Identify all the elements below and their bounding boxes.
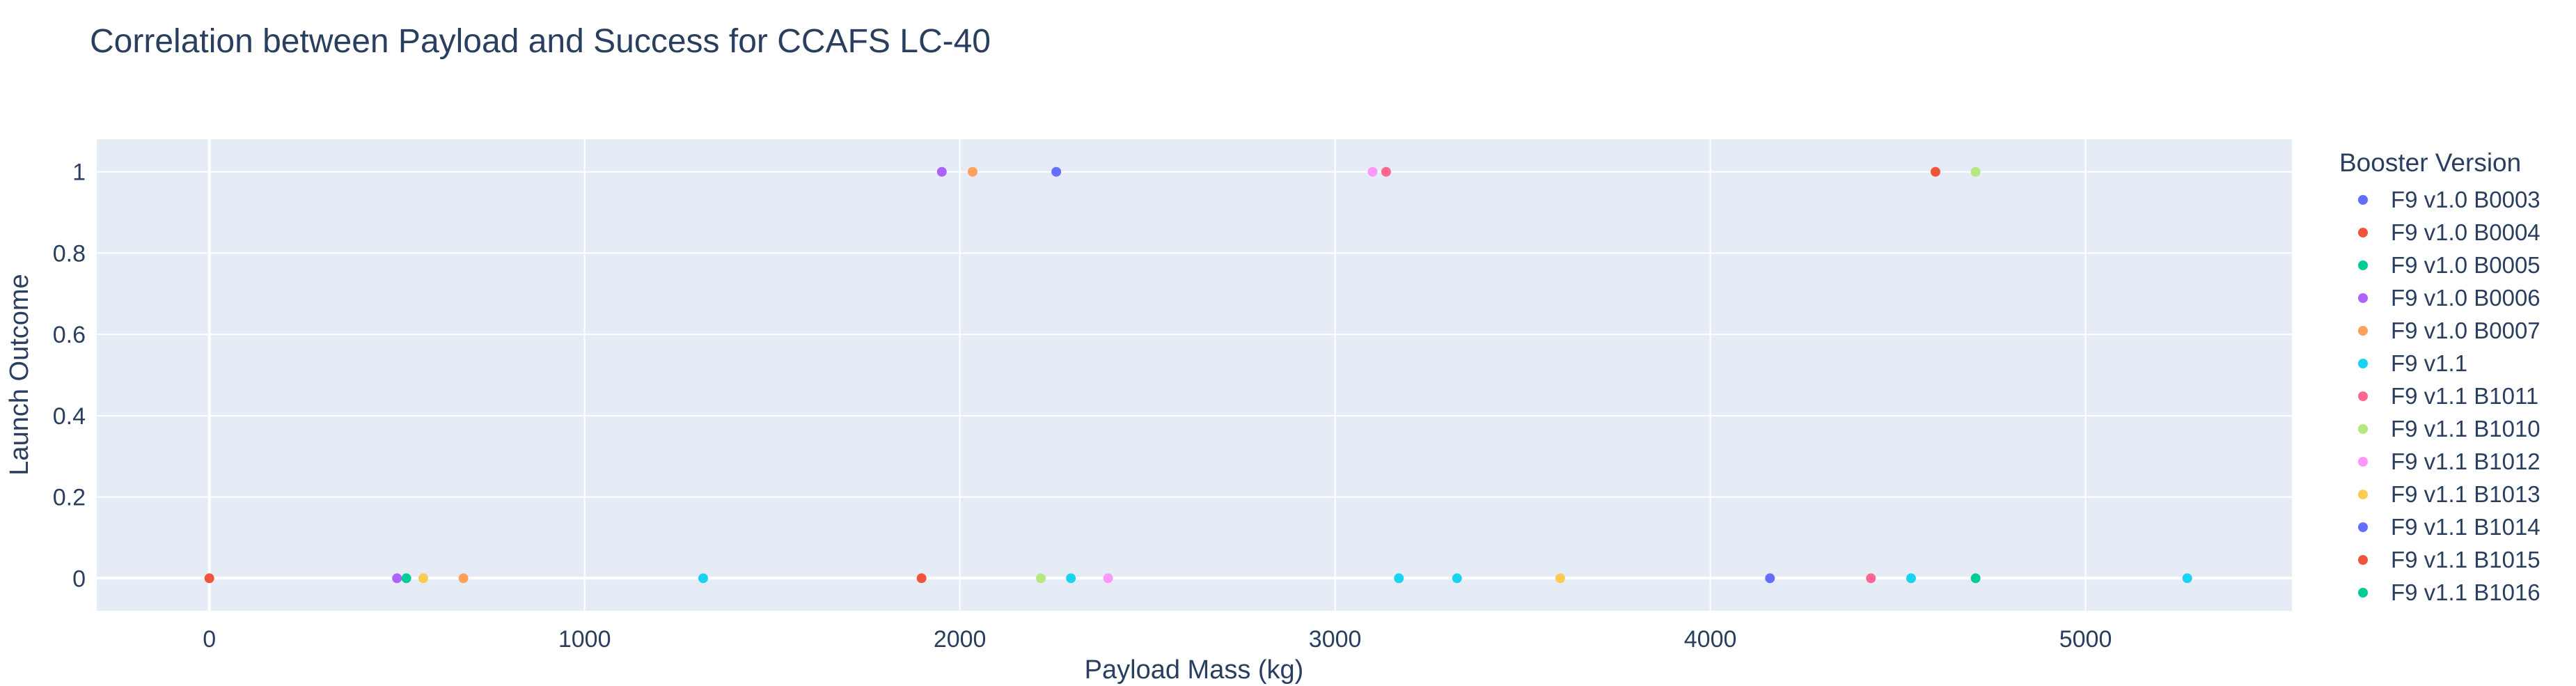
x-tick-label: 3000 [1309, 626, 1362, 653]
legend-marker [2358, 588, 2368, 598]
legend-marker [2358, 555, 2368, 565]
legend-label: F9 v1.1 B1016 [2391, 579, 2540, 605]
legend-label: F9 v1.1 B1010 [2391, 416, 2540, 442]
legend-marker [2358, 260, 2368, 270]
data-point [916, 573, 927, 584]
data-point [418, 573, 428, 584]
legend-marker [2358, 293, 2368, 303]
y-tick-label: 0.8 [53, 240, 86, 267]
data-point [1036, 573, 1046, 584]
x-tick-label: 1000 [558, 626, 611, 653]
data-point [1866, 573, 1876, 584]
legend-label: F9 v1.0 B0004 [2391, 219, 2540, 245]
data-point [458, 573, 469, 584]
y-tick-label: 1 [72, 159, 86, 186]
legend-label: F9 v1.1 [2391, 350, 2467, 376]
y-tick-label: 0.6 [53, 322, 86, 348]
data-point [1103, 573, 1113, 584]
data-points [204, 166, 2192, 584]
gridlines [97, 139, 2292, 611]
y-tick-label: 0 [72, 566, 86, 592]
data-point [1394, 573, 1404, 584]
data-point [1066, 573, 1076, 584]
y-tick-label: 0.2 [53, 485, 86, 511]
plot-area [97, 139, 2292, 611]
data-point [392, 573, 402, 584]
data-point [1381, 166, 1391, 177]
legend-marker [2358, 326, 2368, 336]
x-axis-label: Payload Mass (kg) [1085, 655, 1304, 685]
legend-label: F9 v1.1 B1012 [2391, 449, 2540, 474]
x-tick-labels: 0 1000 2000 3000 4000 5000 [203, 626, 2112, 653]
legend-label: F9 v1.1 B1011 [2391, 383, 2538, 409]
data-point [401, 573, 411, 584]
data-point [936, 166, 947, 177]
data-point [967, 166, 977, 177]
legend-marker [2358, 490, 2368, 499]
data-point [1555, 573, 1565, 584]
y-tick-label: 0.4 [53, 403, 86, 430]
y-axis-label: Launch Outcome [5, 274, 34, 475]
x-tick-label: 5000 [2059, 626, 2112, 653]
legend-label: F9 v1.1 B1015 [2391, 547, 2540, 572]
legend-marker [2358, 228, 2368, 237]
data-point [204, 573, 214, 584]
data-point [1970, 166, 1981, 177]
legend-label: F9 v1.1 B1014 [2391, 514, 2540, 540]
data-point [1930, 166, 1940, 177]
x-tick-label: 0 [203, 626, 216, 653]
legend-title: Booster Version [2339, 148, 2521, 177]
legend-marker [2358, 424, 2368, 434]
legend-label: F9 v1.0 B0006 [2391, 285, 2540, 311]
legend: Booster Version F9 v1.0 B0003 F9 v1.0 B00… [2339, 148, 2540, 605]
legend-marker [2358, 522, 2368, 532]
data-point [1970, 573, 1981, 584]
legend-label: F9 v1.0 B0005 [2391, 252, 2540, 278]
y-tick-labels: 0 0.2 0.4 0.6 0.8 1 [53, 159, 86, 593]
legend-marker [2358, 457, 2368, 467]
data-point [1051, 166, 1062, 177]
data-point [1906, 573, 1916, 584]
data-point [1367, 166, 1378, 177]
legend-marker [2358, 359, 2368, 368]
data-point [1452, 573, 1462, 584]
legend-label: F9 v1.1 B1013 [2391, 481, 2540, 507]
chart-title: Correlation between Payload and Success … [90, 23, 991, 60]
data-point [2182, 573, 2192, 584]
legend-marker [2358, 195, 2368, 205]
data-point [1765, 573, 1775, 584]
x-tick-label: 2000 [934, 626, 987, 653]
x-tick-label: 4000 [1684, 626, 1737, 653]
legend-label: F9 v1.0 B0003 [2391, 187, 2540, 212]
legend-marker [2358, 391, 2368, 401]
legend-label: F9 v1.0 B0007 [2391, 318, 2540, 343]
data-point [698, 573, 708, 584]
